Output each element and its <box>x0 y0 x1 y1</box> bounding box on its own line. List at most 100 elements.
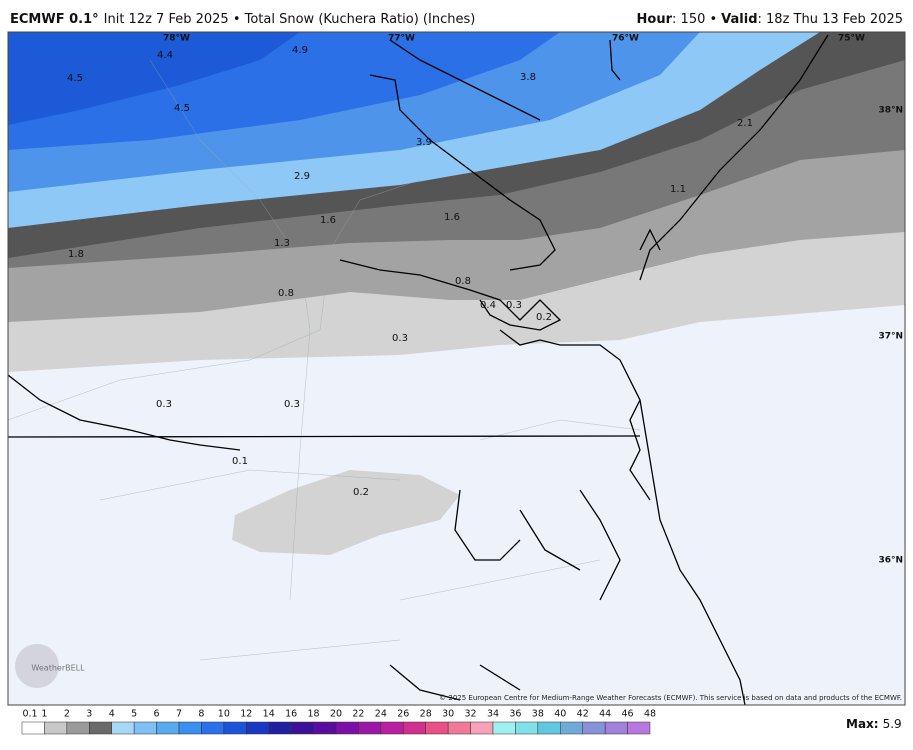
legend-swatch <box>178 721 202 735</box>
snow-label: 1.6 <box>444 212 460 223</box>
snow-label: 2.1 <box>737 118 753 129</box>
legend-tick: 3 <box>86 709 92 720</box>
coordinate-label: 75°W <box>838 34 865 44</box>
legend-swatch <box>268 721 292 735</box>
snow-label: 0.3 <box>284 399 300 410</box>
run-info: Init 12z 7 Feb 2025 • Total Snow (Kucher… <box>104 12 476 27</box>
snow-label: 1.3 <box>274 238 290 249</box>
max-label-text: Max: <box>846 717 879 731</box>
snow-label: 0.8 <box>455 276 471 287</box>
snow-label: 4.5 <box>67 73 83 84</box>
legend-tick: 26 <box>397 709 409 720</box>
legend-swatch <box>582 721 606 735</box>
legend-swatch <box>21 721 45 735</box>
snow-label: 1.8 <box>68 249 84 260</box>
snow-label: 0.3 <box>392 333 408 344</box>
legend-tick: 40 <box>554 709 566 720</box>
legend-tick: 46 <box>622 709 634 720</box>
legend-swatch <box>358 721 382 735</box>
legend-swatch <box>560 721 583 735</box>
legend-swatch <box>470 721 494 735</box>
legend-swatch <box>537 721 561 735</box>
legend-tick: 16 <box>285 709 297 720</box>
legend-swatch <box>111 721 135 735</box>
legend-swatch <box>447 721 471 735</box>
snow-label: 0.2 <box>536 312 552 323</box>
snow-label: 4.4 <box>157 50 173 61</box>
valid-info: Hour: 150 • Valid: 18z Thu 13 Feb 2025 <box>637 12 903 27</box>
legend-swatch <box>66 721 90 735</box>
legend-swatch <box>604 721 628 735</box>
legend-swatch <box>223 721 247 735</box>
legend-tick: 18 <box>308 709 320 720</box>
legend-tick: 24 <box>375 709 387 720</box>
legend-swatch <box>492 721 516 735</box>
legend-swatch <box>627 721 651 735</box>
coastline <box>8 34 829 705</box>
legend-swatch <box>89 721 112 735</box>
legend-swatch <box>290 721 314 735</box>
band <box>232 470 460 555</box>
snow-label: 0.1 <box>232 456 248 467</box>
legend-swatch <box>380 721 404 735</box>
legend-tick: 36 <box>509 709 521 720</box>
snow-label: 0.8 <box>278 288 294 299</box>
band <box>8 32 300 125</box>
coordinate-label: 76°W <box>612 34 639 44</box>
legend-swatch <box>201 721 225 735</box>
legend-tick: 4 <box>109 709 115 720</box>
snow-label: 0.3 <box>506 300 522 311</box>
legend-tick: 30 <box>442 709 454 720</box>
snow-label: 4.5 <box>174 103 190 114</box>
credit: © 2025 European Centre for Medium-Range … <box>439 694 902 702</box>
model-name: ECMWF 0.1° <box>10 12 99 27</box>
model: ECMWF 0.1° Init 12z 7 Feb 2025 • Total Sn… <box>10 12 475 27</box>
legend-swatch <box>313 721 337 735</box>
legend-swatch <box>515 721 539 735</box>
legend-tick: 20 <box>330 709 342 720</box>
state-line <box>8 435 641 438</box>
snow-label: 0.3 <box>156 399 172 410</box>
legend-tick: 44 <box>599 709 611 720</box>
snow-label: 3.8 <box>520 72 536 83</box>
map-frame <box>7 31 906 706</box>
snow-label: 2.9 <box>294 171 310 182</box>
snow-label: 3.9 <box>416 137 432 148</box>
valid-label: Valid <box>721 12 757 27</box>
max-label: Max: 5.9 <box>846 717 902 731</box>
snow-label: 1.1 <box>670 184 686 195</box>
legend-tick: 1 <box>41 709 47 720</box>
coordinate-label: 78°W <box>163 34 190 44</box>
coordinate-label: 38°N <box>878 106 903 116</box>
legend-swatch <box>335 721 359 735</box>
coordinate-label: 77°W <box>388 34 415 44</box>
snow-label: 0.2 <box>353 487 369 498</box>
county-lines <box>8 59 641 661</box>
legend-tick: 12 <box>240 709 252 720</box>
legend-tick: 22 <box>352 709 364 720</box>
legend-tick: 2 <box>64 709 70 720</box>
watermark: WeatherBELL <box>15 644 85 688</box>
legend-tick: 48 <box>644 709 656 720</box>
legend-tick: 32 <box>465 709 477 720</box>
legend-swatch <box>156 721 180 735</box>
valid: : 18z Thu 13 Feb 2025 <box>758 12 903 27</box>
max-value: 5.9 <box>883 717 902 731</box>
legend-tick: 8 <box>198 709 204 720</box>
coordinate-label: 36°N <box>878 556 903 566</box>
legend-tick: 28 <box>420 709 432 720</box>
legend-tick: 10 <box>218 709 230 720</box>
coordinate-label: 37°N <box>878 332 903 342</box>
legend-tick: 38 <box>532 709 544 720</box>
legend-tick: 42 <box>577 709 589 720</box>
legend-tick: 5 <box>131 709 137 720</box>
legend-tick: 34 <box>487 709 499 720</box>
snow-label: 0.4 <box>480 300 496 311</box>
legend-swatch <box>246 721 269 735</box>
legend-swatch <box>133 721 157 735</box>
map <box>8 32 905 705</box>
legend-tick: 7 <box>176 709 182 720</box>
legend-swatch <box>403 721 426 735</box>
legend-tick: 0.1 <box>22 709 37 720</box>
